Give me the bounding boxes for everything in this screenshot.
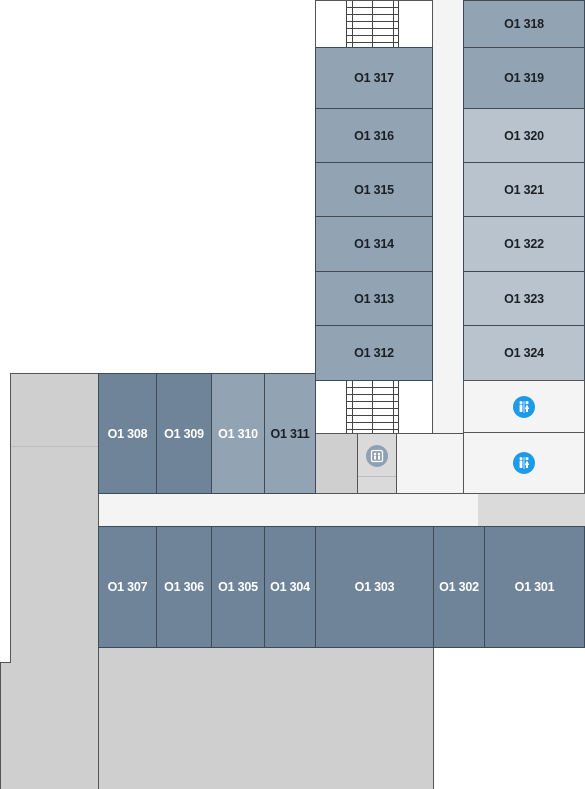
restroom-icon [513, 452, 535, 474]
room-324[interactable]: O1 324 [463, 325, 585, 381]
stair-steps [346, 381, 399, 433]
room-305[interactable]: O1 305 [211, 526, 265, 648]
elevator-icon [366, 445, 388, 467]
room-313[interactable]: O1 313 [315, 271, 433, 326]
room-307[interactable]: O1 307 [98, 526, 157, 648]
room-310[interactable]: O1 310 [211, 373, 265, 494]
room-319[interactable]: O1 319 [463, 47, 585, 109]
room-314[interactable]: O1 314 [315, 216, 433, 272]
room-321[interactable]: O1 321 [463, 162, 585, 217]
room-311[interactable]: O1 311 [264, 373, 316, 494]
left-wing-area [10, 373, 99, 789]
main-corridor [98, 493, 478, 527]
room-316[interactable]: O1 316 [315, 108, 433, 163]
elevator-shaft-line [358, 476, 396, 477]
room-306[interactable]: O1 306 [156, 526, 212, 648]
room-308[interactable]: O1 308 [98, 373, 157, 494]
room-312[interactable]: O1 312 [315, 325, 433, 381]
east-corner-area [477, 493, 585, 526]
room-302[interactable]: O1 302 [433, 526, 485, 648]
elevator-lobby [315, 433, 358, 494]
room-304[interactable]: O1 304 [264, 526, 316, 648]
central-staircase [315, 380, 433, 434]
stair-steps [346, 1, 399, 47]
room-315[interactable]: O1 315 [315, 162, 433, 217]
room-309[interactable]: O1 309 [156, 373, 212, 494]
room-303[interactable]: O1 303 [315, 526, 434, 648]
room-317[interactable]: O1 317 [315, 47, 433, 109]
restroom-icon [513, 395, 535, 418]
left-wing-divider [11, 446, 98, 447]
elevator [357, 433, 397, 494]
restroom-upper[interactable] [463, 380, 585, 433]
north-staircase [315, 0, 433, 48]
south-area [98, 647, 434, 789]
lower-left-notch [0, 662, 11, 789]
east-corridor [432, 0, 464, 434]
room-301[interactable]: O1 301 [484, 526, 585, 648]
room-318[interactable]: O1 318 [463, 0, 585, 48]
room-323[interactable]: O1 323 [463, 271, 585, 326]
room-320[interactable]: O1 320 [463, 108, 585, 163]
restroom-lower[interactable] [463, 432, 585, 494]
room-322[interactable]: O1 322 [463, 216, 585, 272]
